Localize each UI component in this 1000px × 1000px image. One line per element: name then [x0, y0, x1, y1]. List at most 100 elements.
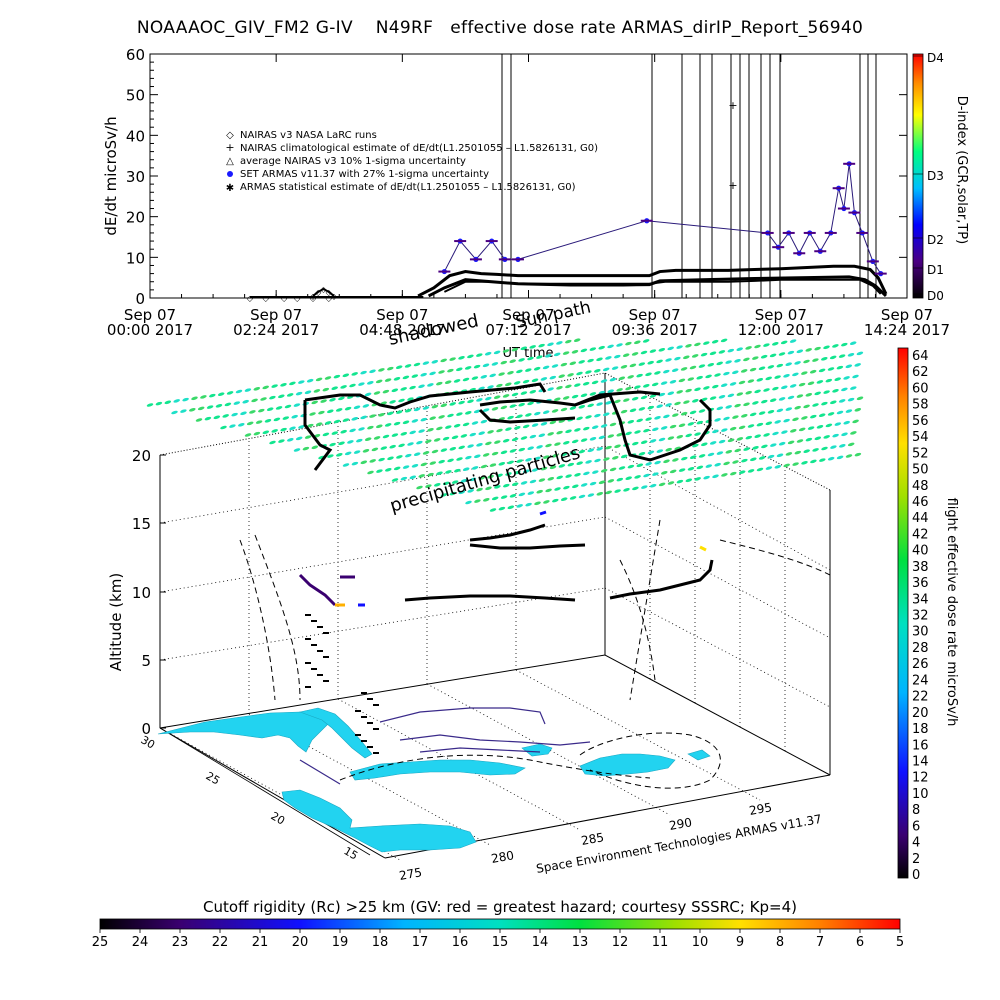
particle-dash	[839, 444, 846, 448]
particle-dash	[329, 442, 336, 447]
particle-dash	[803, 404, 810, 409]
particle-dash	[774, 420, 781, 424]
particle-dash	[576, 461, 583, 465]
particle-dash	[667, 436, 675, 440]
particle-dash	[422, 406, 430, 410]
particle-dash	[652, 427, 659, 432]
dose-rate-tick-label: 36	[912, 576, 929, 591]
particle-dash	[638, 362, 646, 366]
particle-dash	[520, 481, 528, 485]
particle-dash	[180, 409, 187, 413]
particle-dash	[669, 380, 677, 384]
particle-dash	[402, 420, 410, 425]
particle-dash	[794, 450, 802, 455]
lon-tick-label: 290	[668, 815, 693, 833]
particle-dash	[823, 390, 830, 394]
particle-dash	[734, 359, 741, 363]
rc-tick-label: 10	[692, 935, 709, 950]
dose-rate-tick-label: 60	[912, 381, 929, 396]
particle-dash	[607, 434, 615, 438]
particle-dash	[687, 467, 695, 471]
particle-dash	[687, 422, 695, 426]
particle-dash	[634, 430, 641, 434]
particle-dash	[750, 457, 757, 462]
particle-dash	[638, 452, 646, 456]
particle-dash	[631, 352, 639, 356]
particle-dash	[738, 470, 746, 474]
particle-dash	[700, 397, 708, 402]
particle-dash	[444, 380, 452, 384]
particle-dash	[640, 350, 648, 355]
particle-dash	[538, 433, 546, 438]
particle-dash	[295, 391, 303, 396]
particle-dash	[500, 405, 508, 410]
dose-rate-tick-label: 48	[912, 479, 929, 494]
particle-dash	[596, 447, 603, 451]
particle-dash	[852, 374, 859, 379]
particle-dash	[705, 374, 712, 379]
particle-dash	[765, 466, 773, 470]
particle-dash	[574, 383, 581, 387]
particle-dash	[611, 366, 619, 370]
particle-dash	[634, 475, 641, 479]
particle-dash	[778, 397, 786, 401]
particle-dash	[552, 498, 559, 503]
particle-dash	[436, 381, 443, 386]
land-mass	[579, 753, 676, 777]
particle-dash	[531, 378, 539, 383]
particle-dash	[431, 360, 439, 364]
particle-dash	[703, 341, 710, 345]
particle-dash	[676, 479, 684, 484]
particle-dash	[709, 441, 717, 445]
x-tick-label-day: Sep 07	[881, 306, 933, 324]
particle-dash	[636, 373, 643, 378]
particle-dash	[433, 438, 441, 442]
particle-dash	[769, 398, 777, 402]
particle-dash	[269, 440, 276, 445]
particle-dash	[832, 433, 839, 438]
particle-dash	[447, 458, 454, 463]
particle-dash	[509, 449, 517, 453]
z-tick-label: 10	[132, 584, 151, 602]
particle-dash	[703, 386, 710, 390]
particle-dash	[289, 426, 296, 431]
particle-dash	[623, 488, 630, 492]
d-index-tick-label: D2	[927, 233, 944, 247]
rc-tick-label: 12	[612, 935, 629, 950]
particle-dash	[790, 429, 797, 433]
particle-dash	[487, 474, 494, 479]
dose-rate-tick-label: 14	[912, 754, 929, 769]
particle-dash	[567, 462, 575, 467]
particle-dash	[525, 413, 532, 417]
particle-dash	[810, 459, 817, 464]
particle-dash	[774, 375, 781, 379]
particle-dash	[749, 412, 757, 417]
particle-dash	[338, 441, 345, 446]
particle-dash	[378, 413, 385, 417]
particle-dash	[173, 399, 180, 403]
particle-dash	[723, 416, 730, 421]
particle-dash	[342, 463, 350, 467]
particle-dash	[569, 496, 577, 500]
cutoff-rigidity-title: Cutoff rigidity (Rc) >25 km (GV: red = g…	[203, 898, 797, 916]
particle-dash	[540, 466, 548, 471]
particle-dash	[465, 500, 472, 505]
particle-dash	[821, 357, 828, 361]
particle-dash	[569, 451, 577, 455]
particle-dash	[454, 468, 461, 473]
particle-dash	[513, 381, 521, 385]
particle-dash	[663, 369, 670, 374]
x-tick-label-time: 02:24 2017	[233, 321, 319, 339]
particle-dash	[391, 388, 399, 393]
particle-dash	[509, 494, 517, 498]
particle-dash	[387, 456, 394, 461]
particle-dash	[805, 393, 813, 397]
particle-dash	[489, 373, 496, 378]
particle-dash	[636, 463, 644, 468]
particle-dash	[836, 365, 844, 370]
particle-dash	[164, 400, 172, 405]
particle-dash	[536, 355, 543, 359]
particle-dash	[505, 382, 512, 387]
particle-dash	[640, 440, 648, 444]
particle-dash	[494, 440, 501, 444]
